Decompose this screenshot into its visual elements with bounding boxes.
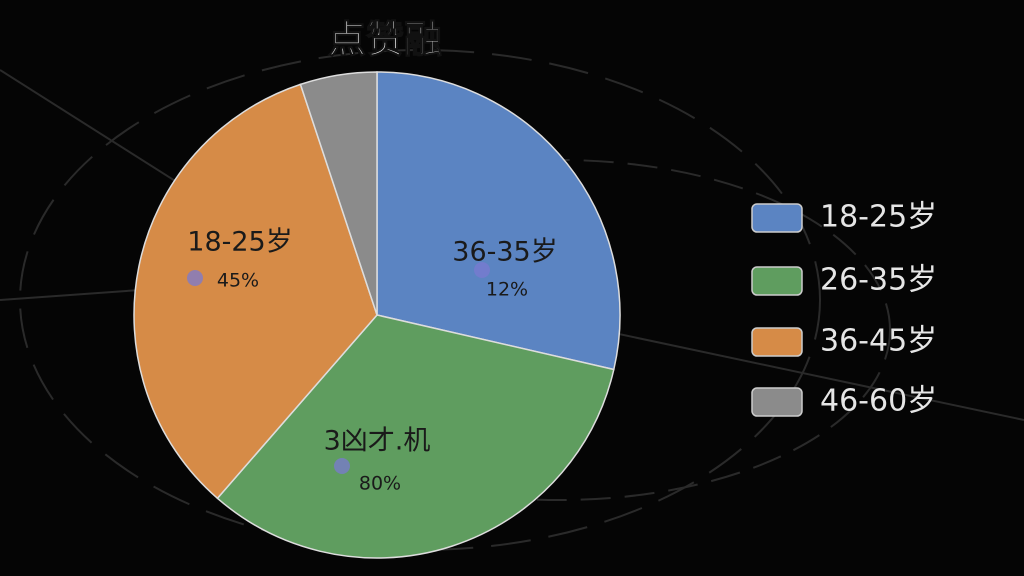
legend-label: 18-25岁 [820, 200, 937, 235]
slice-percent: 12% [486, 279, 528, 301]
slice-label: 36-35岁 [452, 237, 557, 268]
legend-swatch [751, 266, 803, 296]
slice-percent: 45% [217, 270, 259, 292]
marker-dot [187, 270, 203, 286]
legend-swatch [751, 387, 803, 417]
legend-label: 36-45岁 [820, 324, 937, 359]
pie-slice [376, 71, 621, 371]
chart-title: 点赞融 [328, 18, 442, 62]
slice-label: 3凶才.机 [324, 426, 431, 457]
pie-slice [299, 71, 378, 316]
legend-swatch [751, 327, 803, 357]
marker-dot [334, 458, 350, 474]
legend-swatch [751, 203, 803, 233]
slice-label: 18-25岁 [187, 227, 292, 258]
legend-label: 26-35岁 [820, 263, 937, 298]
pie-slice [133, 83, 378, 500]
pie-slice [216, 314, 615, 559]
marker-dot [474, 262, 490, 278]
slice-percent: 80% [359, 473, 401, 495]
legend-label: 46-60岁 [820, 384, 937, 419]
